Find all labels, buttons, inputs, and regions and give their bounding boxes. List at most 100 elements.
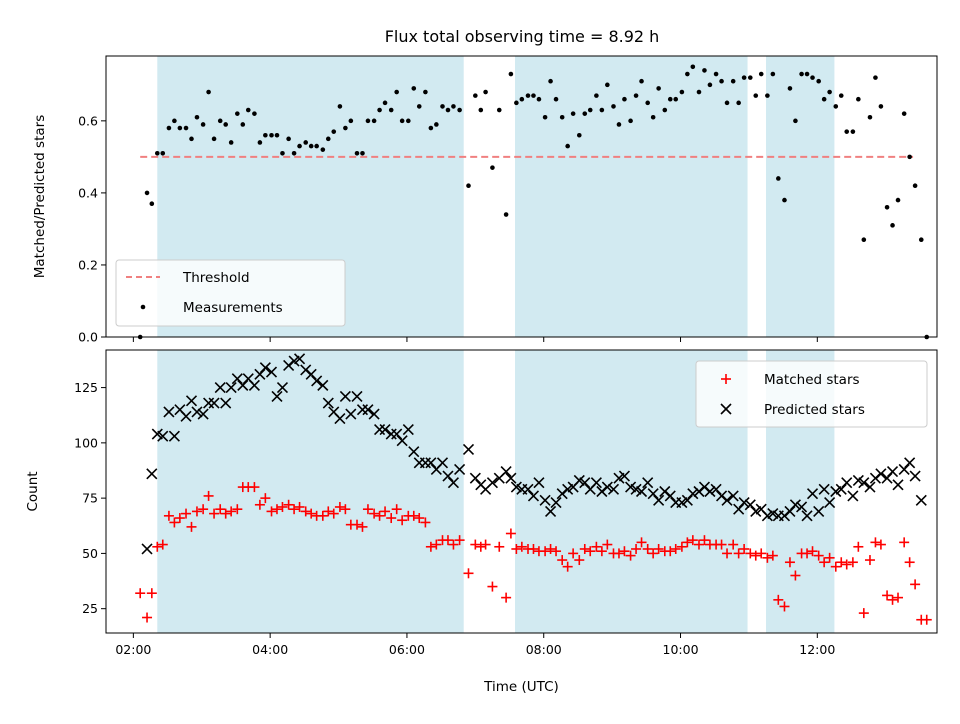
measurement-point — [587, 107, 593, 113]
matched-point — [226, 506, 237, 517]
measurement-point — [457, 107, 462, 113]
chart-title: Flux total observing time = 8.92 h — [385, 27, 660, 46]
measurement-point — [650, 114, 656, 120]
matched-point — [762, 552, 773, 563]
matched-point — [779, 601, 790, 612]
measurement-point — [696, 89, 702, 95]
measurement-point — [821, 96, 827, 102]
matched-point — [334, 501, 345, 512]
measurement-point — [525, 93, 531, 98]
predicted-point — [607, 483, 620, 495]
y-tick-label: 0.2 — [78, 257, 98, 272]
measurement-point — [257, 140, 263, 145]
matched-point — [203, 490, 214, 501]
matched-point — [340, 504, 351, 515]
measurement-point — [160, 150, 166, 156]
matched-point — [317, 510, 328, 521]
predicted-point — [334, 412, 346, 425]
matched-point — [220, 508, 231, 519]
predicted-point — [886, 466, 899, 478]
matched-point — [289, 504, 300, 515]
measurement-point — [599, 107, 605, 113]
predicted-point — [847, 490, 859, 502]
matched-point — [568, 548, 579, 559]
measurement-point — [252, 111, 257, 116]
predicted-point — [185, 395, 198, 407]
predicted-point — [522, 483, 534, 495]
matched-point — [893, 592, 904, 603]
predicted-point — [374, 424, 386, 436]
measurement-point — [719, 78, 724, 84]
measurement-point — [918, 237, 924, 243]
matched-point — [853, 541, 864, 552]
measurement-point — [912, 183, 918, 188]
predicted-point — [293, 353, 306, 365]
measurement-point — [667, 96, 673, 102]
measurement-point — [280, 150, 285, 156]
measurement-point — [804, 71, 810, 77]
measurement-point — [406, 118, 411, 124]
measurement-point — [776, 176, 781, 181]
matched-point — [802, 548, 813, 559]
matched-point — [864, 555, 875, 566]
matched-point — [475, 541, 486, 552]
predicted-point — [362, 404, 374, 416]
matched-point — [283, 499, 294, 510]
matched-point — [431, 539, 442, 550]
matched-point — [352, 519, 363, 530]
predicted-point — [909, 470, 921, 482]
predicted-point — [214, 382, 226, 394]
measurement-point — [536, 96, 542, 102]
measurement-point — [782, 197, 787, 203]
matched-point — [602, 539, 613, 550]
measurement-point — [343, 125, 348, 131]
measurement-point — [611, 104, 616, 109]
predicted-point — [841, 477, 853, 489]
measurement-point — [639, 78, 644, 84]
matched-point — [391, 504, 402, 515]
observing-window — [157, 350, 464, 633]
count-panel: 25 50 75 100 125 02:00 04:00 06:00 08:00 10:00 12… — [25, 349, 938, 695]
matched-point — [505, 528, 516, 539]
measurement-point — [559, 114, 565, 120]
matched-point — [596, 546, 607, 557]
measurement-point — [519, 96, 525, 102]
measurement-point — [656, 86, 661, 91]
predicted-point — [469, 472, 481, 484]
measurement-point — [770, 71, 776, 77]
measurement-point — [263, 132, 268, 138]
legend-matched-label: Matched stars — [764, 372, 860, 388]
matched-point — [773, 594, 784, 605]
measurement-point — [200, 122, 206, 127]
matched-point — [882, 590, 893, 601]
y-axis-label: Matched/Predicted stars — [32, 115, 48, 278]
measurement-point — [753, 93, 759, 98]
measurement-point — [838, 93, 844, 98]
predicted-point — [915, 494, 927, 506]
predicted-point — [345, 408, 357, 420]
matched-point — [676, 541, 687, 552]
measurement-point — [565, 143, 570, 149]
measurement-point — [844, 129, 850, 134]
matched-point — [511, 543, 522, 554]
matched-point — [693, 539, 704, 550]
matched-point — [585, 546, 596, 557]
matched-point — [824, 552, 835, 563]
predicted-point — [402, 424, 414, 436]
matched-point — [369, 508, 380, 519]
measurement-point — [314, 143, 319, 149]
measurement-point — [286, 136, 291, 142]
measurement-point — [297, 143, 302, 149]
predicted-point — [533, 477, 545, 489]
matched-point — [463, 568, 474, 579]
matched-point — [921, 614, 932, 625]
measurement-point — [211, 136, 217, 142]
matched-point — [545, 543, 556, 554]
measurement-point — [873, 75, 878, 80]
matched-point — [487, 581, 498, 592]
matched-point — [157, 539, 168, 550]
predicted-point — [322, 397, 334, 409]
x-tick-label: 04:00 — [252, 642, 288, 657]
predicted-point — [505, 472, 517, 484]
matched-point — [613, 548, 624, 559]
